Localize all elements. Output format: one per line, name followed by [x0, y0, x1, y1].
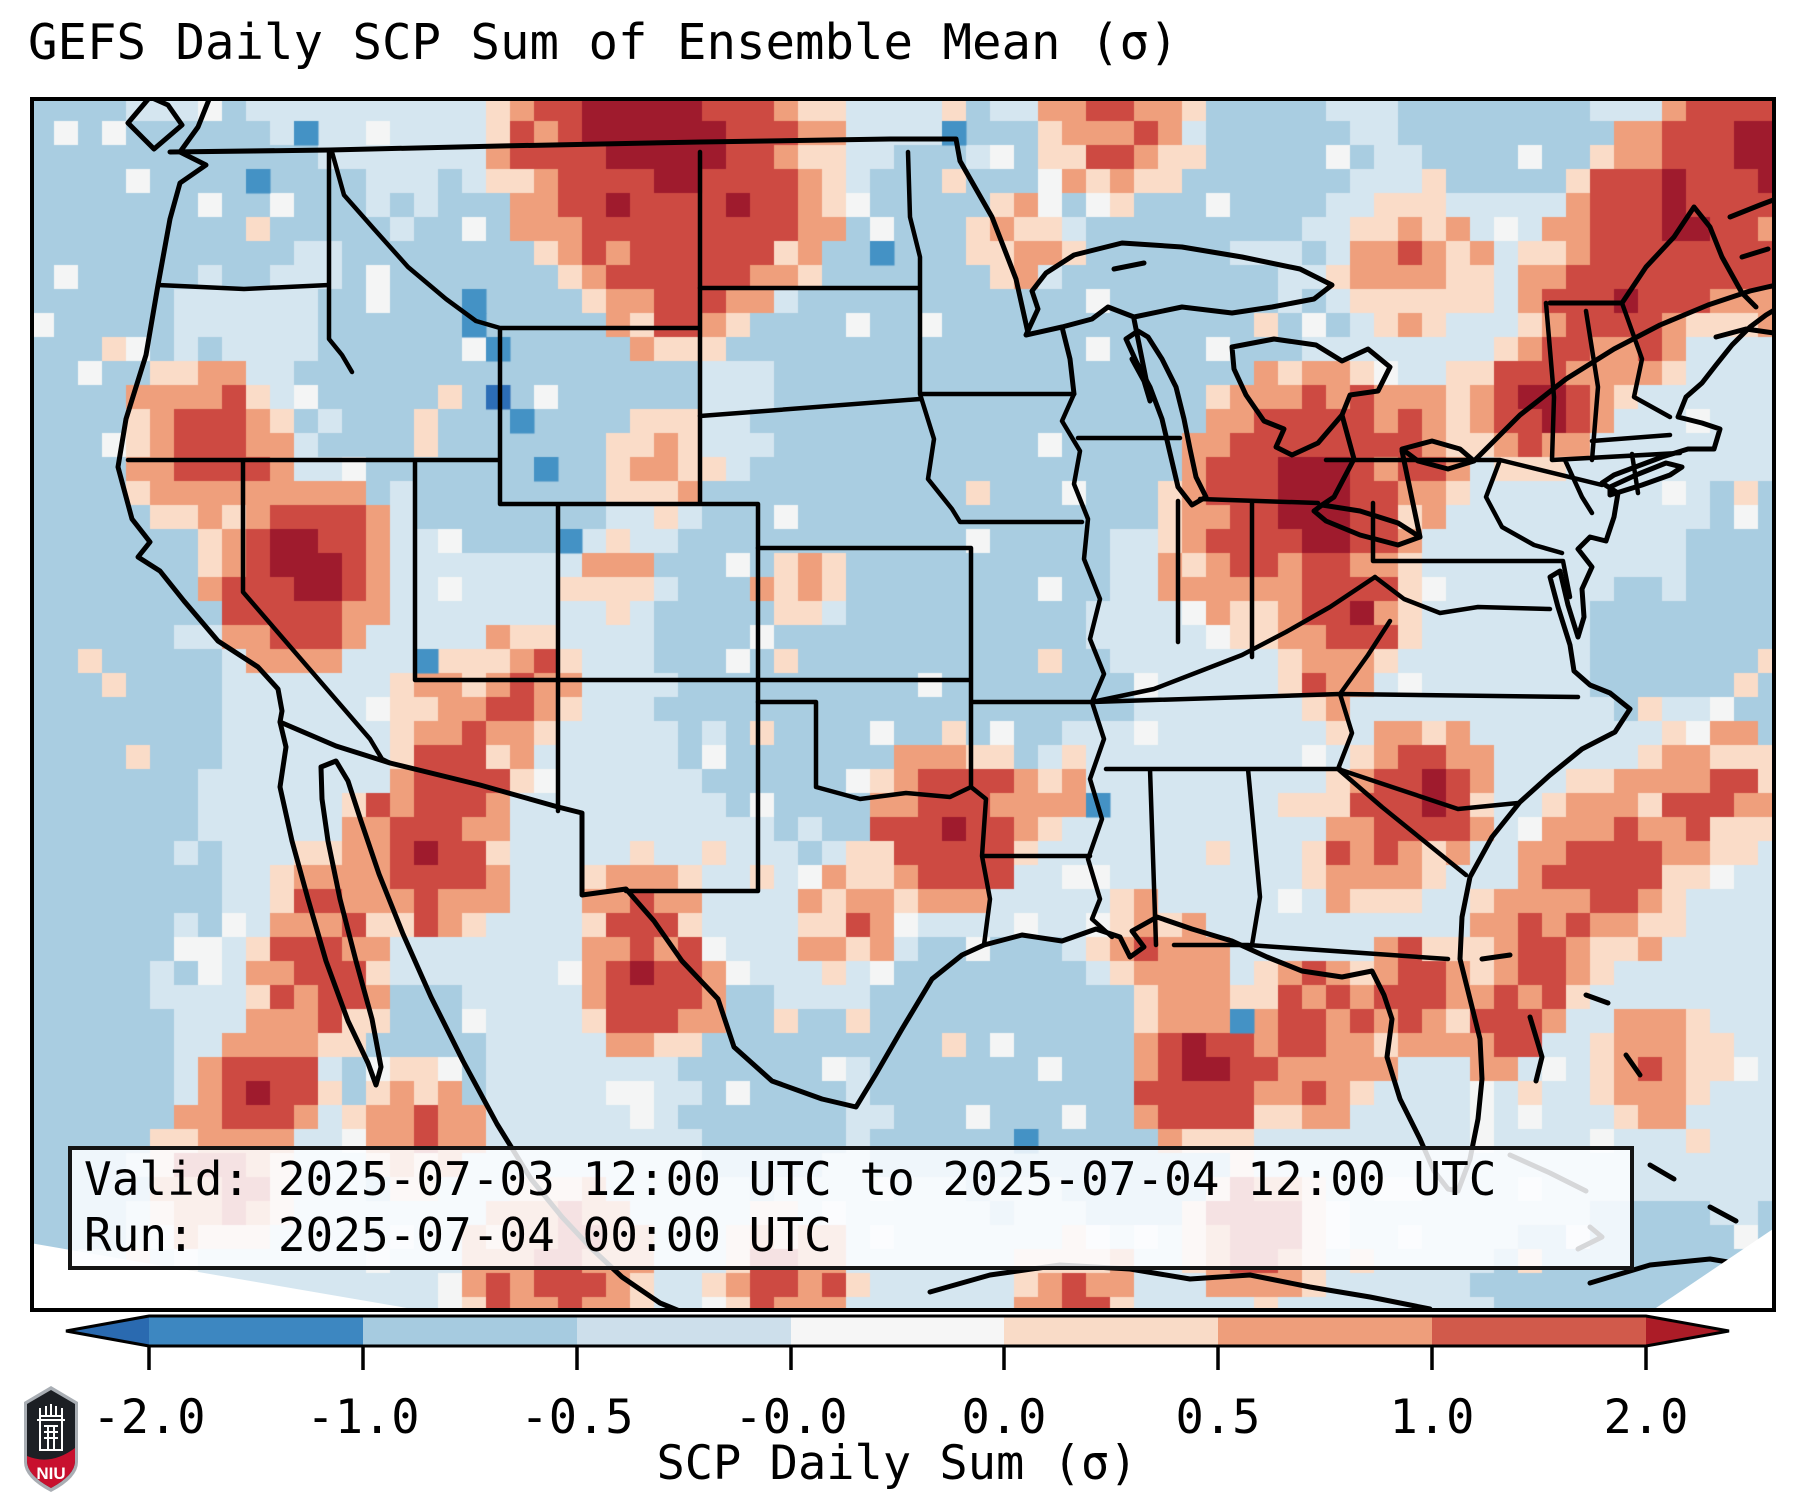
nova-scotia-coast [1713, 196, 1776, 340]
state-borders-west [125, 149, 972, 894]
state-borders-midwest [1075, 435, 1378, 705]
coastline-west [115, 97, 685, 1312]
logo-red-band [27, 1448, 75, 1488]
logo-castle [37, 1404, 65, 1451]
run-line: Run: 2025-07-04 00:00 UTC [84, 1208, 832, 1262]
scp-heatmap-cells [30, 97, 1776, 1312]
state-borders-plains [697, 149, 1095, 948]
valid-run-info-box: Valid: 2025-07-03 12:00 UTC to 2025-07-0… [68, 1146, 1634, 1270]
vancouver-island [125, 97, 185, 152]
coastline-south-east [277, 306, 1776, 1194]
state-borders-northeast [1323, 300, 1683, 697]
wisconsin-michigan-borders [1059, 316, 1153, 402]
mississippi-river [1059, 391, 1115, 940]
geography-borders [30, 97, 1776, 1312]
lake-erie [1311, 502, 1423, 548]
colorbar-tick-label: -0.5 [520, 1390, 634, 1445]
colorbar-bar [65, 1314, 1730, 1370]
maine-canada-border [1547, 204, 1759, 310]
lake-michigan [1123, 328, 1209, 508]
lake-huron [1229, 336, 1393, 458]
lake-superior [1023, 240, 1335, 338]
logo-text: NIU [36, 1464, 65, 1483]
colorbar-tick-label: 2.0 [1603, 1390, 1689, 1445]
canada-border [167, 136, 1031, 336]
colorbar-tick-label: 0.0 [961, 1390, 1047, 1445]
colorbar-axis-label: SCP Daily Sum (σ) [656, 1436, 1138, 1491]
colorbar-tick-label: -1.0 [306, 1390, 420, 1445]
valid-line: Valid: 2025-07-03 12:00 UTC to 2025-07-0… [84, 1152, 1497, 1206]
long-island [1607, 460, 1685, 498]
colorbar-tick-label: 1.0 [1389, 1390, 1475, 1445]
figure-title: GEFS Daily SCP Sum of Ensemble Mean (σ) [28, 14, 1179, 71]
detroit-river [1319, 412, 1423, 540]
projection-edge-right [1650, 1227, 1776, 1312]
colorbar-tick-label: -0.0 [734, 1390, 848, 1445]
map-panel: Valid: 2025-07-03 12:00 UTC to 2025-07-0… [30, 97, 1776, 1312]
colorbar-tick-label: -2.0 [92, 1390, 206, 1445]
colorbar-tick-label: 0.5 [1175, 1390, 1261, 1445]
lake-ontario [1399, 438, 1477, 472]
colorbar: -2.0 -1.0 -0.5 -0.0 0.0 0.5 1.0 2.0 SCP Daily S… [30, 1314, 1776, 1506]
niu-logo: NIU [24, 1386, 78, 1492]
